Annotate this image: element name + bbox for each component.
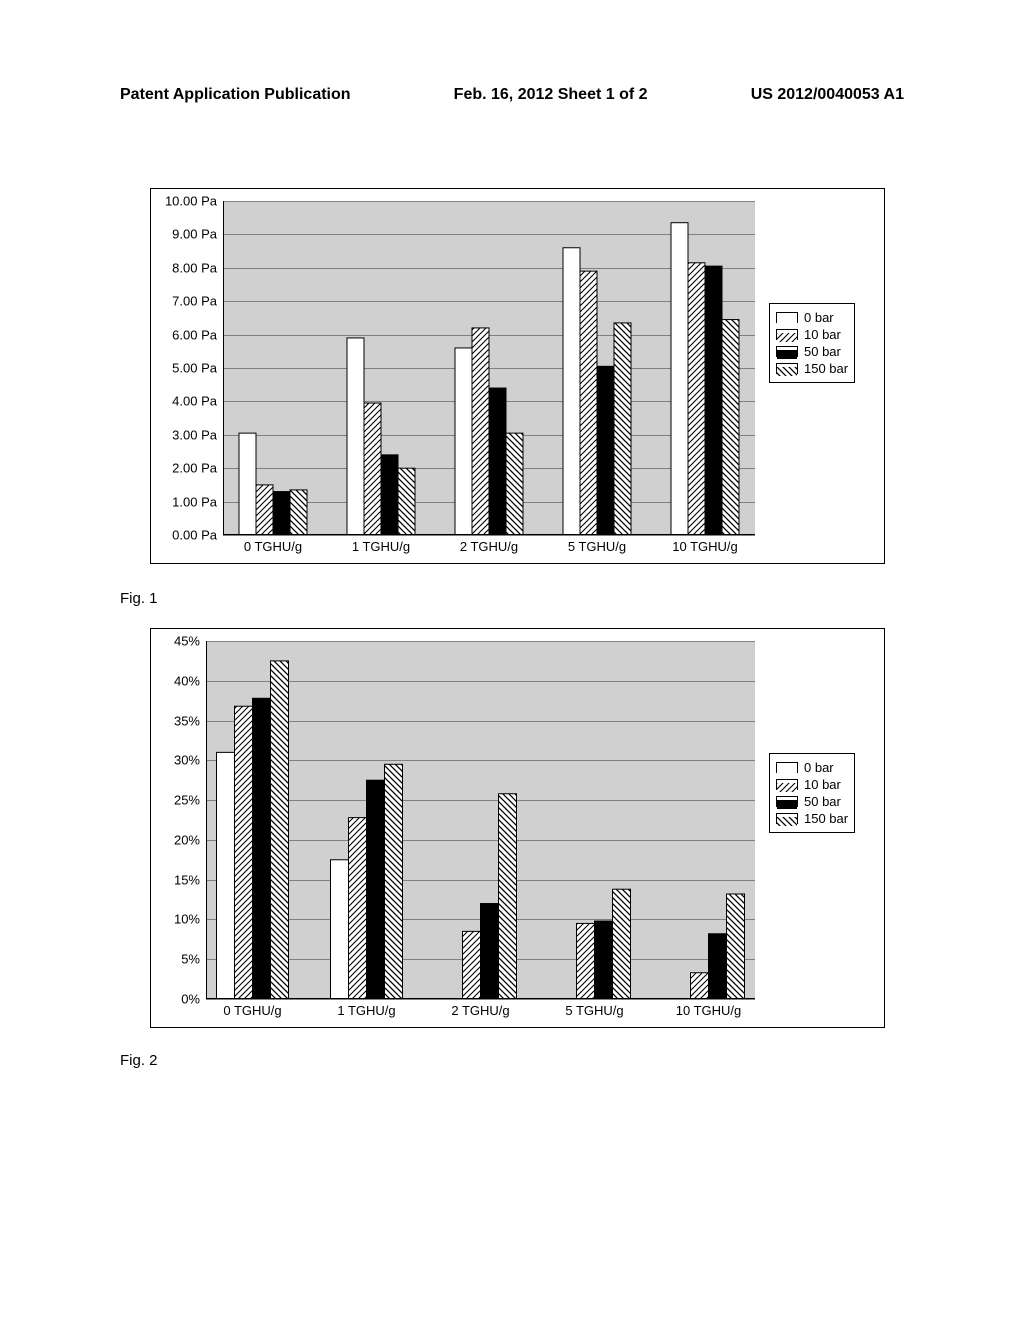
x-axis-tick: 10 TGHU/g [676,1003,742,1018]
x-axis-tick: 0 TGHU/g [223,1003,281,1018]
y-axis-tick: 10.00 Pa [165,194,217,209]
legend-label: 150 bar [804,811,848,826]
header-right: US 2012/0040053 A1 [751,86,904,104]
y-axis-tick: 1.00 Pa [172,494,217,509]
y-axis-tick: 3.00 Pa [172,427,217,442]
axes [223,201,755,535]
y-axis-tick: 9.00 Pa [172,227,217,242]
gridline [206,999,755,1000]
y-axis-tick: 2.00 Pa [172,461,217,476]
legend-item: 10 bar [776,327,848,342]
legend-item: 10 bar [776,777,848,792]
y-axis-tick: 30% [174,753,200,768]
y-axis-tick: 5.00 Pa [172,361,217,376]
legend-swatch [776,796,798,807]
header-mid: Feb. 16, 2012 Sheet 1 of 2 [454,86,648,104]
header-left: Patent Application Publication [120,86,351,104]
page-header: Patent Application Publication Feb. 16, … [0,86,1024,104]
x-axis-tick: 5 TGHU/g [568,539,626,554]
y-axis-tick: 35% [174,713,200,728]
legend-item: 50 bar [776,344,848,359]
legend-swatch [776,762,798,773]
x-axis-tick: 1 TGHU/g [352,539,410,554]
figure-1-plot: 0.00 Pa1.00 Pa2.00 Pa3.00 Pa4.00 Pa5.00 … [223,201,755,535]
x-axis-tick: 1 TGHU/g [337,1003,395,1018]
legend-swatch [776,779,798,790]
figure-1-legend: 0 bar 10 bar 50 bar 150 bar [769,303,855,383]
y-axis-tick: 25% [174,793,200,808]
legend-item: 0 bar [776,760,848,775]
x-axis-tick: 2 TGHU/g [460,539,518,554]
legend-swatch [776,329,798,340]
legend-item: 150 bar [776,811,848,826]
y-axis-tick: 20% [174,832,200,847]
x-axis-tick: 10 TGHU/g [672,539,738,554]
y-axis-tick: 6.00 Pa [172,327,217,342]
y-axis-tick: 10% [174,912,200,927]
x-axis-tick: 2 TGHU/g [451,1003,509,1018]
y-axis-tick: 45% [174,634,200,649]
y-axis-tick: 0% [181,992,200,1007]
y-axis-tick: 4.00 Pa [172,394,217,409]
legend-label: 0 bar [804,760,834,775]
legend-swatch [776,312,798,323]
axes [206,641,755,999]
figure-2-box: 0% 5% 10% 15% 20% 25% 30% 35% 40% 45% 0 TGHU/g 1 TG… [150,628,885,1028]
y-axis-tick: 40% [174,673,200,688]
figure-1-caption: Fig. 1 [120,590,158,607]
legend-swatch [776,363,798,374]
legend-swatch [776,346,798,357]
figure-2-legend: 0 bar 10 bar 50 bar 150 bar [769,753,855,833]
legend-label: 50 bar [804,794,841,809]
legend-item: 150 bar [776,361,848,376]
figure-2-caption: Fig. 2 [120,1052,158,1069]
y-axis-tick: 7.00 Pa [172,294,217,309]
legend-label: 10 bar [804,777,841,792]
y-axis-tick: 0.00 Pa [172,528,217,543]
y-axis-tick: 5% [181,952,200,967]
y-axis-tick: 15% [174,872,200,887]
legend-item: 50 bar [776,794,848,809]
y-axis-tick: 8.00 Pa [172,260,217,275]
legend-label: 10 bar [804,327,841,342]
gridline [223,535,755,536]
figure-1-box: 0.00 Pa 1.00 Pa 2.00 Pa 3.00 Pa 4.00 Pa 5.00 … [150,188,885,564]
figure-2-plot: 0%5%10%15%20%25%30%35%40%45%0 TGHU/g1 TG… [206,641,755,999]
legend-label: 150 bar [804,361,848,376]
legend-label: 0 bar [804,310,834,325]
legend-swatch [776,813,798,824]
x-axis-tick: 0 TGHU/g [244,539,302,554]
legend-label: 50 bar [804,344,841,359]
legend-item: 0 bar [776,310,848,325]
x-axis-tick: 5 TGHU/g [565,1003,623,1018]
